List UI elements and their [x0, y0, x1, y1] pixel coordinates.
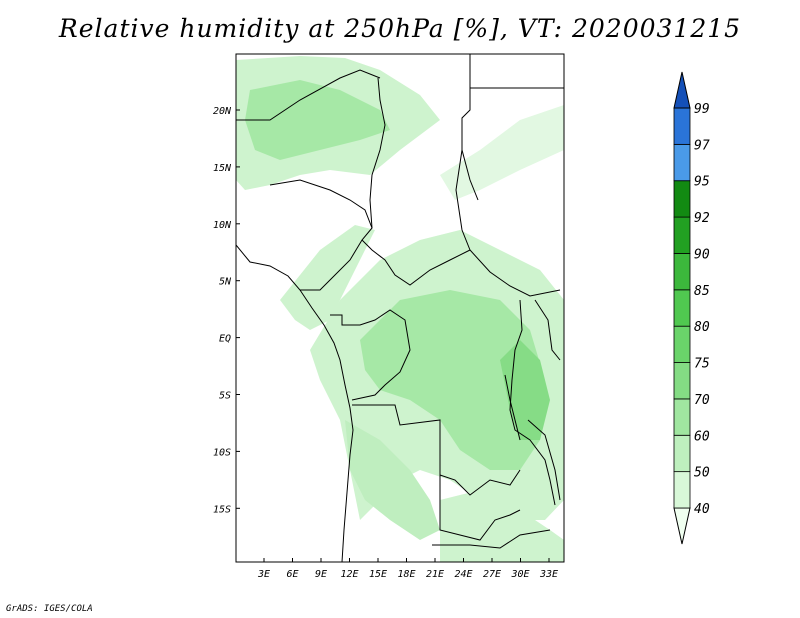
- border-uganda-kenya: [534, 299, 561, 361]
- longitude-label: 27E: [483, 569, 501, 580]
- longitude-label: 9E: [315, 569, 327, 580]
- latitude-label: 15S: [213, 504, 231, 515]
- longitude-label: 30E: [510, 569, 529, 580]
- map-title: Relative humidity at 250hPa [%], VT: 202…: [58, 14, 742, 43]
- border-zambia-south: [432, 529, 551, 549]
- colorbar-segment: [673, 253, 691, 291]
- latitude-label: 10S: [213, 447, 231, 458]
- colorbar-segment: [673, 362, 691, 400]
- border-angola-zambia: [439, 475, 521, 541]
- colorbar-segment: [673, 143, 691, 182]
- border-angola-drc: [352, 404, 521, 496]
- colorbar-label: 92: [694, 211, 710, 226]
- colorbar-segment: [673, 289, 691, 327]
- coastline-west: [236, 244, 354, 562]
- country-borders: [236, 54, 564, 562]
- humidity-area-lakes: [500, 340, 550, 440]
- humidity-area-southwest: [345, 420, 440, 540]
- longitude-label: 12E: [340, 569, 358, 580]
- longitude-label: 21E: [426, 569, 444, 580]
- longitude-labels: 3E 6E 9E 12E 15E 18E 21E 24E 27E 30E 33E: [257, 569, 558, 580]
- humidity-area-gulf: [280, 225, 375, 330]
- colorbar-segment: [673, 434, 691, 473]
- colorbar-segment: [673, 398, 691, 436]
- latitude-label: EQ: [219, 334, 231, 345]
- humidity-area-south: [440, 490, 564, 562]
- colorbar-segment: [673, 107, 691, 145]
- longitude-label: 6E: [286, 569, 298, 580]
- latitude-label: 5S: [219, 391, 231, 402]
- longitude-label: 24E: [454, 569, 472, 580]
- humidity-area-sahara-core: [245, 80, 390, 160]
- humidity-field: [236, 56, 564, 562]
- colorbar-min-arrow: [673, 507, 691, 545]
- longitude-label: 15E: [369, 569, 387, 580]
- border-niger-chad: [369, 77, 386, 229]
- border-drc-east: [509, 299, 556, 506]
- colorbar-label: 50: [694, 466, 710, 481]
- colorbar-label: 60: [694, 429, 710, 444]
- latitude-label: 10N: [213, 220, 232, 231]
- colorbar-label: 95: [694, 175, 710, 190]
- map-frame: [235, 53, 565, 563]
- border-libya-egypt: [461, 54, 479, 201]
- border-cameroon-car: [361, 239, 471, 286]
- latitude-label: 5N: [219, 277, 232, 288]
- colorbar-labels: 40 50 60 70 75 80 85 90 92 95 97 99: [694, 102, 710, 517]
- latitude-label: 15N: [213, 163, 232, 174]
- colorbar-segment: [673, 180, 691, 218]
- axis-ticks: [236, 109, 550, 562]
- colorbar-segment: [673, 325, 691, 363]
- longitude-label: 3E: [257, 569, 270, 580]
- border-congo-drc: [330, 309, 411, 401]
- border-chad-sudan: [455, 149, 561, 297]
- latitude-labels: 20N 15N 10N 5N EQ 5S 10S 15S: [213, 106, 232, 515]
- colorbar-label: 75: [694, 357, 710, 372]
- latitude-label: 20N: [213, 106, 232, 117]
- border-tanzania: [527, 419, 561, 501]
- lake-tanganyika: [504, 374, 521, 441]
- colorbar-max-arrow: [673, 71, 691, 109]
- colorbar-segment: [673, 216, 691, 254]
- humidity-area-northeast: [440, 105, 564, 200]
- colorbar-label: 40: [694, 502, 710, 517]
- colorbar-label: 90: [694, 247, 710, 262]
- longitude-label: 18E: [397, 569, 415, 580]
- colorbar-label: 70: [694, 393, 710, 408]
- credit-label: GrADS: IGES/COLA: [6, 604, 93, 614]
- border-algeria-mali: [236, 69, 381, 121]
- colorbar-label: 85: [694, 284, 710, 299]
- colorbar-label: 80: [694, 320, 710, 335]
- humidity-area-congo-core: [360, 290, 545, 470]
- colorbar-label: 99: [694, 102, 710, 117]
- border-nigeria: [269, 179, 373, 291]
- colorbar: [673, 71, 691, 545]
- colorbar-segment: [673, 471, 691, 509]
- colorbar-label: 97: [694, 138, 710, 153]
- longitude-label: 33E: [539, 569, 558, 580]
